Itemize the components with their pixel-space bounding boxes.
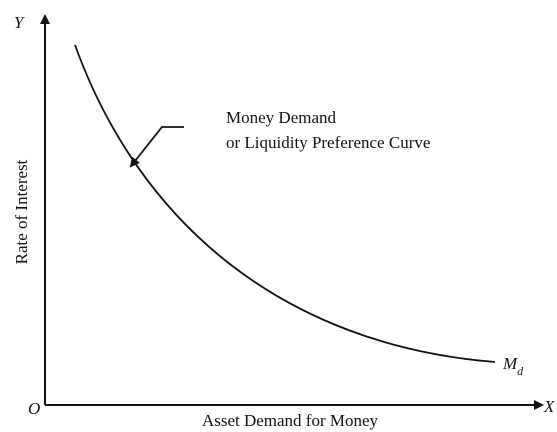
annotation-arrow — [129, 126, 184, 168]
curve-label-subscript: d — [517, 364, 524, 378]
curve-label-main: M — [502, 354, 518, 373]
y-symbol: Y — [14, 13, 25, 32]
x-axis-label: Asset Demand for Money — [202, 411, 379, 430]
y-axis-label: Rate of Interest — [12, 159, 31, 264]
annotation-line: or Liquidity Preference Curve — [226, 133, 430, 152]
annotation-line: Money Demand — [226, 108, 337, 127]
curve-label: Md — [502, 354, 524, 378]
origin: O — [28, 399, 40, 418]
x-symbol: X — [543, 397, 555, 416]
money-demand-curve — [74, 44, 496, 363]
